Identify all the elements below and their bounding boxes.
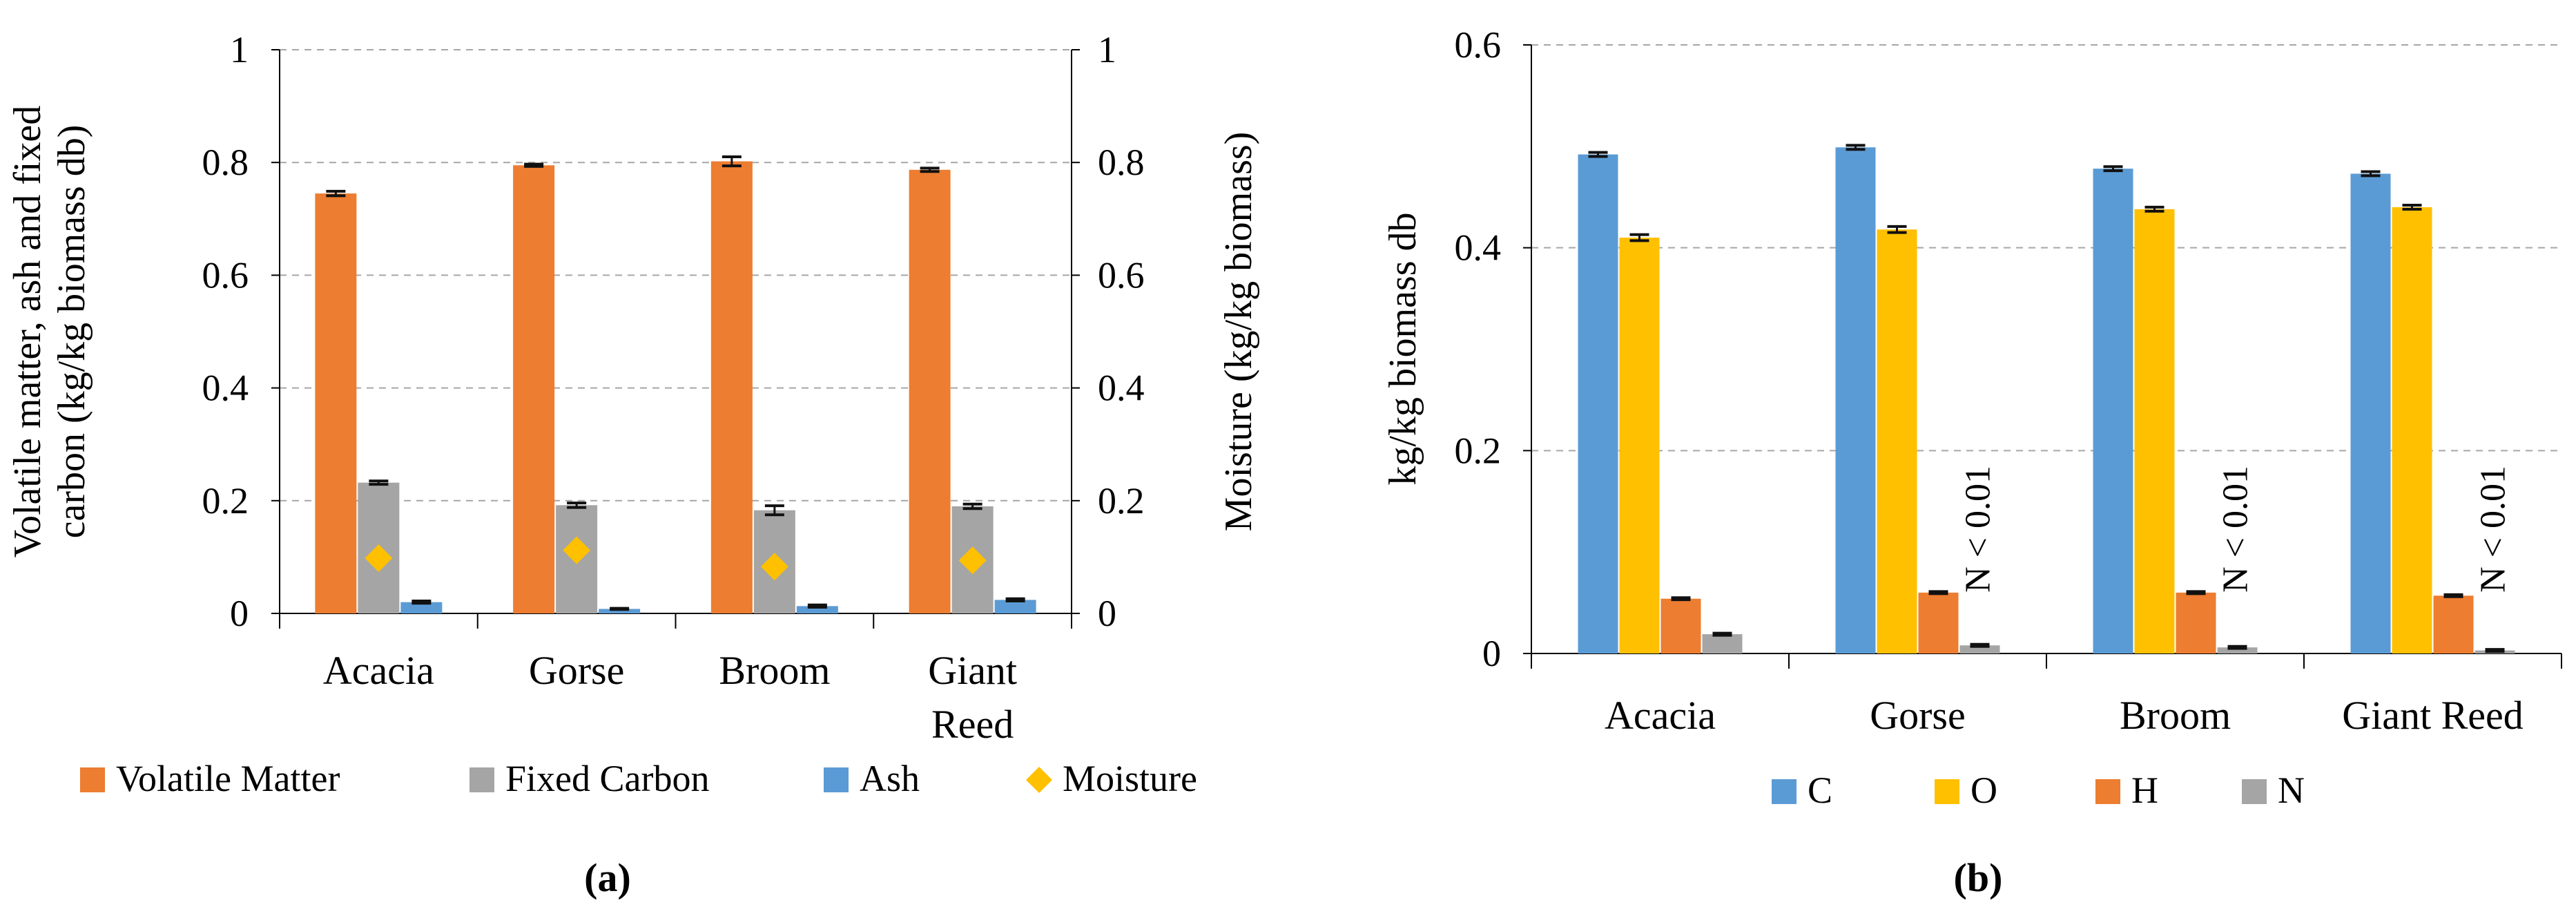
y2-axis-title: Moisture (kg/kg biomass) [1217,132,1260,532]
legend-swatch-ash [824,767,849,792]
x-category-label-giant-reed: Reed [931,702,1014,747]
marker-moisture-giant-reed [958,546,987,575]
x-category-label-acacia: Acacia [323,648,434,693]
x-category-label-giant-reed: Giant Reed [2342,693,2524,738]
x-category-label-acacia: Acacia [1605,693,1716,738]
y-tick-label: 0.2 [1455,430,1502,471]
y-tick-label: 0.2 [202,480,249,522]
marker-moisture-broom [760,553,788,581]
bar-ash-giant-reed [994,600,1036,613]
bar-h-broom [2176,592,2216,653]
legend-swatch-fixed-carbon [469,767,494,792]
annotation-n-lt-0-01: N < 0.01 [1959,466,1998,593]
panel-label: (b) [1954,855,2003,900]
bar-c-acacia [1578,154,1618,653]
y2-tick-label: 0.4 [1098,367,1145,409]
y2-tick-label: 0.8 [1098,142,1145,183]
y2-tick-label: 1 [1098,29,1116,70]
y-tick-label: 0 [1482,633,1501,674]
x-category-label-gorse: Gorse [529,648,625,693]
x-category-label-gorse: Gorse [1870,693,1966,738]
bar-ash-acacia [400,602,443,613]
x-category-label-broom: Broom [2120,693,2231,738]
x-category-label-broom: Broom [719,648,830,693]
marker-moisture-gorse [563,536,591,564]
y-tick-label: 0.6 [202,254,249,296]
bar-c-gorse [1835,147,1876,654]
bar-o-giant-reed [2392,207,2432,653]
y-axis-title: kg/kg biomass db [1382,212,1424,485]
y-tick-label: 0.4 [1455,227,1502,269]
legend-swatch-volatile-matter [80,767,105,792]
y-tick-label: 0.4 [202,367,249,409]
bar-h-acacia [1660,598,1701,653]
chart-panel-b: 0 0.2 0.4 0.6 N < 0.01 N < 0.01 N < 0.01 Acacia… [1382,24,2562,900]
legend-label-ash: Ash [860,758,920,799]
legend-label-fixed-carbon: Fixed Carbon [505,758,709,799]
bar-n-gorse [1959,645,2000,653]
bar-o-broom [2134,209,2175,653]
bar-volatile-matter-broom [710,161,753,613]
x-category-label-giant-reed: Giant [928,648,1017,693]
marker-moisture-acacia [365,544,393,573]
legend-swatch-o [1935,779,1959,804]
bar-ash-broom [796,606,838,613]
y2-tick-label: 0 [1098,593,1116,634]
y-tick-label: 0.6 [1455,24,1502,66]
legend-label-h: H [2131,770,2158,811]
bar-c-broom [2093,169,2133,654]
y-axis-title: carbon (kg/kg biomass db) [50,125,93,539]
y-tick-label: 0 [230,593,249,634]
bar-volatile-matter-acacia [315,193,357,614]
panel-label: (a) [584,855,631,900]
annotation-n-lt-0-01: N < 0.01 [2216,466,2256,593]
legend-label-n: N [2278,770,2305,811]
bar-volatile-matter-giant-reed [909,169,951,614]
bar-ash-gorse [599,609,641,613]
bar-n-acacia [1702,634,1743,653]
legend-swatch-moisture [1026,767,1052,793]
y-tick-label: 0.8 [202,142,249,183]
legend-swatch-n [2242,779,2267,804]
y2-tick-label: 0.2 [1098,480,1145,522]
bar-o-acacia [1619,237,1660,653]
legend-swatch-c [1772,779,1797,804]
bar-o-gorse [1877,229,1917,653]
legend-label-o: O [1970,770,1997,811]
legend-swatch-h [2095,779,2120,804]
bar-h-gorse [1918,592,1959,653]
bar-c-giant-reed [2350,173,2391,653]
legend-label-c: C [1808,770,1832,811]
annotation-n-lt-0-01: N < 0.01 [2474,466,2513,593]
bar-h-giant-reed [2433,595,2474,653]
bar-volatile-matter-gorse [513,165,555,613]
y-axis-title: Volatile matter, ash and fixed [6,106,49,558]
legend-label-volatile-matter: Volatile Matter [116,758,340,799]
bar-n-broom [2217,647,2258,653]
chart-panel-a: 0 0.2 0.4 0.6 0.8 1 0 0.2 0.4 0.6 0.8 1 Acacia Gorse B… [6,29,1260,900]
legend-label-moisture: Moisture [1063,758,1197,799]
y-tick-label: 1 [230,29,249,70]
y2-tick-label: 0.6 [1098,254,1145,296]
